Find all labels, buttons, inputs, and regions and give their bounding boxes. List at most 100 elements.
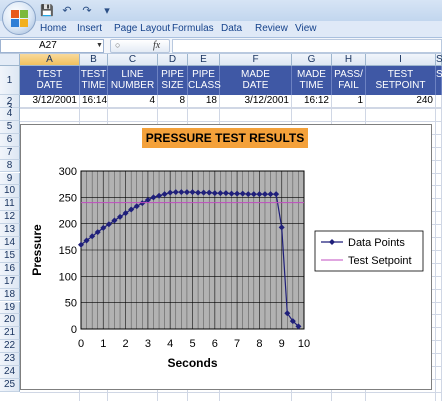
data-point-marker — [195, 189, 202, 196]
select-all-corner[interactable] — [0, 54, 20, 66]
row-header-22[interactable]: 22 — [0, 340, 20, 354]
chevron-down-icon[interactable]: ▼ — [96, 42, 103, 49]
column-header-d[interactable]: D — [158, 54, 188, 66]
data-point-marker — [267, 191, 274, 198]
legend-marker-data-points — [329, 239, 335, 245]
row-header-23[interactable]: 23 — [0, 353, 20, 366]
y-tick-label: 0 — [71, 324, 77, 336]
header-cell-line: TEST — [387, 69, 414, 80]
row-header-2[interactable]: 2 — [0, 95, 20, 108]
column-header-si[interactable]: SI — [436, 54, 442, 66]
header-cell-line: PIPE — [192, 69, 215, 80]
tab-view[interactable]: View — [295, 23, 317, 34]
name-box[interactable]: A27 — [0, 39, 104, 53]
header-cell[interactable]: LINE NUMBER — [108, 66, 158, 95]
data-point-marker — [234, 190, 241, 197]
header-cell-line: SIZE — [161, 80, 184, 91]
column-header-h[interactable]: H — [332, 54, 366, 66]
row-header-5[interactable]: 5 — [0, 120, 20, 134]
tab-formulas[interactable]: Formulas — [172, 23, 214, 34]
row-header-25[interactable]: 25 — [0, 378, 20, 392]
row-header-19[interactable]: 19 — [0, 301, 20, 315]
header-cell[interactable]: PASS/FAIL — [332, 66, 366, 95]
data-point-marker — [150, 194, 157, 201]
header-cell[interactable]: TEST SETPOINT — [366, 66, 436, 95]
header-cell-line: DATE — [36, 80, 63, 91]
row-header-9[interactable]: 9 — [0, 172, 20, 186]
formula-bar: A27 ▼ ○ fx — [0, 38, 442, 54]
redo-icon[interactable]: ↷ — [82, 4, 92, 17]
header-cell[interactable]: PIPE SIZE — [158, 66, 188, 95]
header-cell[interactable]: MADE TIME — [292, 66, 332, 95]
row-header-18[interactable]: 18 — [0, 288, 20, 302]
column-header-b[interactable]: B — [80, 54, 108, 66]
y-axis-label: Pressure — [30, 224, 44, 276]
data-point-marker — [167, 189, 174, 196]
legend-label-data-points: Data Points — [348, 237, 405, 249]
pressure-chart[interactable]: PRESSURE TEST RESULTS 0 50 100 150 200 250 300 0… — [20, 124, 432, 390]
data-cell[interactable]: 3/12/2001 — [20, 95, 80, 108]
save-icon[interactable]: 💾 — [40, 4, 54, 17]
data-cell[interactable]: 4 — [108, 95, 158, 108]
header-cell[interactable]: TEST DATE — [20, 66, 80, 95]
data-cell[interactable]: 240 — [366, 95, 436, 108]
column-header-e[interactable]: E — [188, 54, 220, 66]
customize-icon[interactable]: ▾ — [104, 4, 110, 17]
row-header-1[interactable]: 1 — [0, 66, 20, 95]
row-header-8[interactable]: 8 — [0, 159, 20, 173]
gridline — [20, 120, 442, 122]
data-cell[interactable] — [436, 95, 442, 108]
column-header-a[interactable]: A — [20, 54, 80, 66]
data-cell[interactable]: 1 — [332, 95, 366, 108]
header-cell[interactable]: TEST TIME — [80, 66, 108, 95]
row-header-10[interactable]: 10 — [0, 185, 20, 199]
data-point-marker — [211, 190, 218, 197]
row-header-17[interactable]: 17 — [0, 275, 20, 289]
row-header-14[interactable]: 14 — [0, 237, 20, 250]
formula-input[interactable] — [172, 39, 442, 53]
row-header-15[interactable]: 15 — [0, 249, 20, 263]
data-cell[interactable]: 3/12/2001 — [220, 95, 292, 108]
x-tick-label: 6 — [212, 338, 218, 350]
x-tick-label: 9 — [279, 338, 285, 350]
column-header-i[interactable]: I — [366, 54, 436, 66]
data-cell[interactable]: 18 — [188, 95, 220, 108]
data-point-marker — [245, 191, 252, 198]
row-header-12[interactable]: 12 — [0, 211, 20, 225]
header-cell[interactable]: PIPE CLASS — [188, 66, 221, 95]
tab-insert[interactable]: Insert — [77, 23, 103, 34]
y-tick-label: 50 — [65, 298, 77, 310]
data-point-marker — [105, 221, 112, 228]
tab-review[interactable]: Review — [255, 23, 288, 34]
zoom-icon[interactable]: ○ — [115, 40, 121, 50]
row-header-16[interactable]: 16 — [0, 262, 20, 276]
row-header-6[interactable]: 6 — [0, 133, 20, 147]
tab-data[interactable]: Data — [221, 23, 243, 34]
y-tick-label: 200 — [59, 219, 77, 231]
data-cell[interactable]: 16:14 — [80, 95, 108, 108]
column-header-c[interactable]: C — [108, 54, 158, 66]
data-cell[interactable]: 16:12 — [292, 95, 332, 108]
data-point-marker — [172, 189, 179, 196]
row-header-24[interactable]: 24 — [0, 366, 20, 379]
row-header-11[interactable]: 11 — [0, 198, 20, 212]
column-header-g[interactable]: G — [292, 54, 332, 66]
header-cell[interactable]: SI — [436, 66, 442, 95]
row-header-20[interactable]: 20 — [0, 314, 20, 328]
insert-function-button[interactable]: fx — [153, 40, 161, 51]
tab-home[interactable]: Home — [40, 23, 67, 34]
data-point-marker — [78, 241, 84, 248]
row-header-13[interactable]: 13 — [0, 224, 20, 237]
tab-page-layout[interactable]: Page Layout — [114, 23, 171, 34]
header-cell-line: SI — [436, 69, 442, 80]
row-header-4[interactable]: 4 — [0, 108, 20, 121]
data-cell[interactable]: 8 — [158, 95, 188, 108]
row-header-7[interactable]: 7 — [0, 146, 20, 160]
row-header-21[interactable]: 21 — [0, 327, 20, 341]
column-header-f[interactable]: F — [220, 54, 292, 66]
undo-icon[interactable]: ↶ — [62, 4, 72, 17]
header-cell[interactable]: MADE DATE — [220, 66, 292, 95]
office-button[interactable] — [2, 1, 36, 35]
header-cell-line: TEST — [36, 69, 63, 80]
data-point-marker — [133, 203, 140, 210]
